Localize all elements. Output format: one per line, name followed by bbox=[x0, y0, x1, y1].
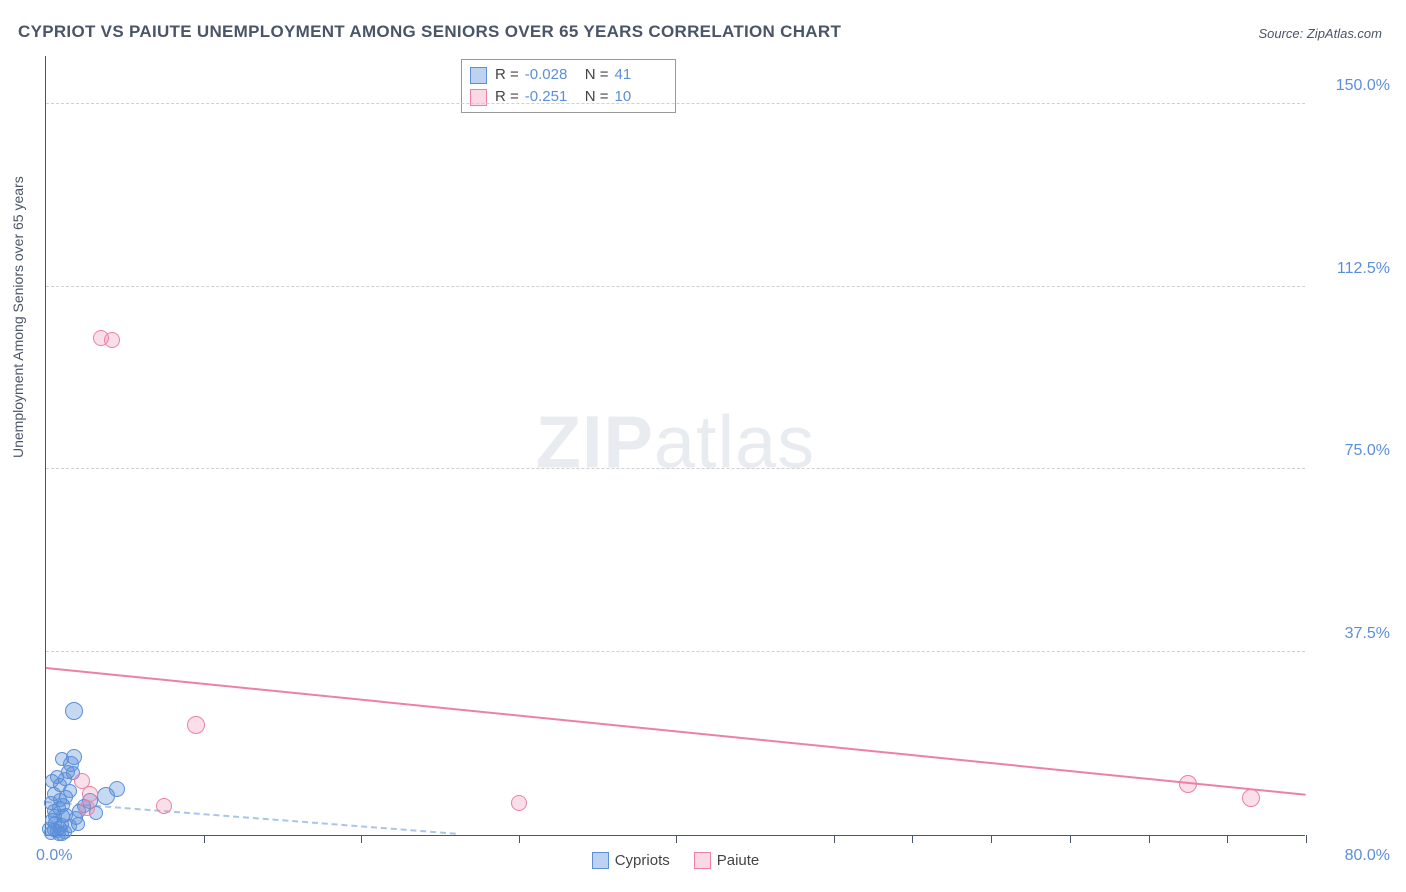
grid-line bbox=[46, 651, 1305, 652]
source-name: ZipAtlas.com bbox=[1307, 26, 1382, 41]
plot-area: ZIPatlas R =-0.028N =41R =-0.251N =10 0.… bbox=[45, 56, 1305, 836]
legend-swatch bbox=[694, 852, 711, 869]
stats-row: R = -0.251 N = 10 bbox=[470, 86, 667, 108]
cypriots-point bbox=[59, 808, 73, 822]
n-label: N = bbox=[585, 64, 609, 86]
x-tick bbox=[676, 835, 677, 843]
paiute-point bbox=[79, 800, 95, 816]
stats-row: R = -0.028 N = 41 bbox=[470, 64, 667, 86]
legend-swatch bbox=[470, 67, 487, 84]
chart-title: CYPRIOT VS PAIUTE UNEMPLOYMENT AMONG SEN… bbox=[18, 22, 841, 42]
cypriots-point bbox=[66, 749, 82, 765]
paiute-point bbox=[511, 795, 527, 811]
y-axis-label: Unemployment Among Seniors over 65 years bbox=[10, 176, 26, 458]
n-label: N = bbox=[585, 86, 609, 108]
y-tick-label: 112.5% bbox=[1337, 260, 1390, 278]
x-tick bbox=[519, 835, 520, 843]
x-tick bbox=[1227, 835, 1228, 843]
watermark: ZIPatlas bbox=[536, 399, 815, 484]
source-attribution: Source: ZipAtlas.com bbox=[1258, 26, 1382, 41]
grid-line bbox=[46, 103, 1305, 104]
x-tick bbox=[912, 835, 913, 843]
x-tick bbox=[1070, 835, 1071, 843]
legend-label: Paiute bbox=[717, 852, 760, 869]
cypriots-point bbox=[71, 817, 85, 831]
cypriots-point bbox=[65, 702, 83, 720]
cypriots-point bbox=[53, 793, 67, 807]
watermark-rest: atlas bbox=[654, 400, 815, 483]
cypriots-trend-line bbox=[46, 801, 456, 835]
paiute-point bbox=[104, 332, 120, 348]
bottom-legend: Cypriots Paiute bbox=[46, 852, 1305, 869]
cypriots-point bbox=[109, 781, 125, 797]
x-tick bbox=[991, 835, 992, 843]
r-label: R = bbox=[495, 86, 519, 108]
legend-item: Paiute bbox=[694, 852, 760, 869]
x-tick bbox=[1149, 835, 1150, 843]
r-value: -0.028 bbox=[525, 64, 577, 86]
x-tick bbox=[834, 835, 835, 843]
r-label: R = bbox=[495, 64, 519, 86]
n-value: 10 bbox=[615, 86, 667, 108]
correlation-stats-box: R = -0.028 N = 41 R = -0.251 N = 10 bbox=[461, 59, 676, 113]
watermark-bold: ZIP bbox=[536, 400, 654, 483]
cypriots-point bbox=[42, 822, 56, 836]
paiute-point bbox=[187, 716, 205, 734]
grid-line bbox=[46, 468, 1305, 469]
n-value: 41 bbox=[615, 64, 667, 86]
grid-line bbox=[46, 286, 1305, 287]
paiute-trend-line bbox=[46, 667, 1306, 796]
y-tick-label: 37.5% bbox=[1345, 625, 1390, 643]
x-tick bbox=[204, 835, 205, 843]
cypriots-point bbox=[45, 774, 59, 788]
y-tick-label: 150.0% bbox=[1336, 77, 1390, 95]
x-tick bbox=[361, 835, 362, 843]
r-value: -0.251 bbox=[525, 86, 577, 108]
paiute-point bbox=[1179, 775, 1197, 793]
paiute-point bbox=[156, 798, 172, 814]
y-tick-label: 75.0% bbox=[1345, 442, 1390, 460]
legend-swatch bbox=[592, 852, 609, 869]
paiute-point bbox=[74, 773, 90, 789]
legend-item: Cypriots bbox=[592, 852, 670, 869]
legend-label: Cypriots bbox=[615, 852, 670, 869]
paiute-point bbox=[1242, 789, 1260, 807]
source-prefix: Source: bbox=[1258, 26, 1306, 41]
x-axis-max-label: 80.0% bbox=[1345, 847, 1390, 865]
x-tick bbox=[1306, 835, 1307, 843]
